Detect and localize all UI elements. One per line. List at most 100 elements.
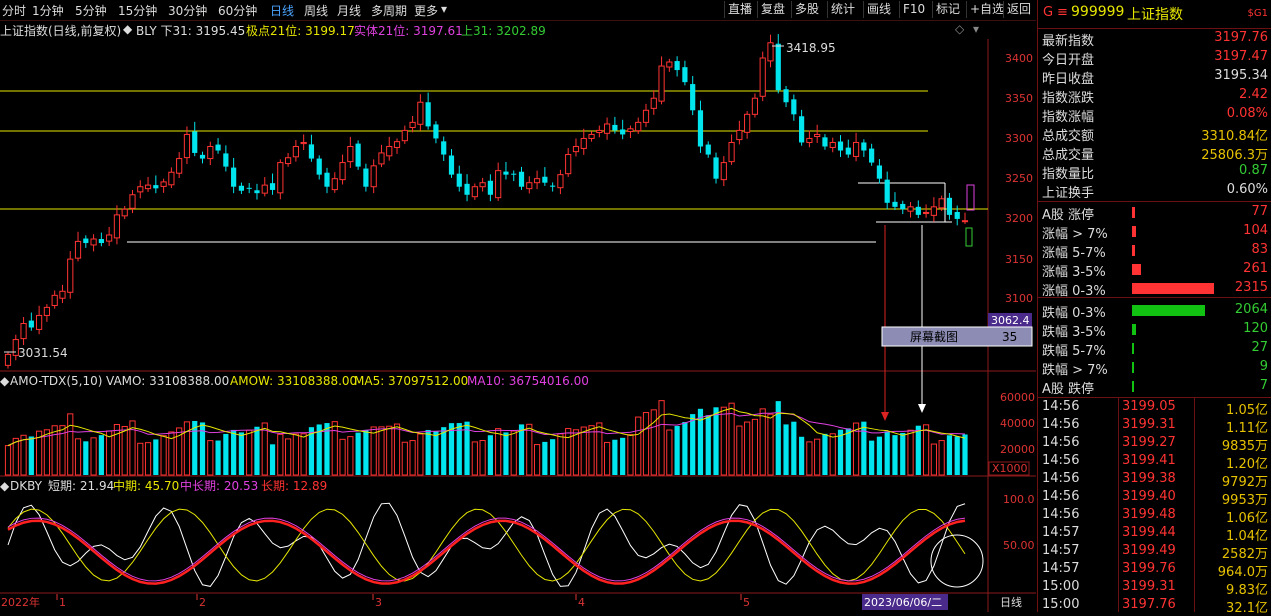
tab-multi-period[interactable]: 多周期 [371, 4, 408, 18]
date-label: 1 [59, 596, 66, 609]
draw-line-button[interactable]: 画线 [863, 1, 894, 18]
volume-bar [393, 423, 401, 476]
add-favorite-button[interactable]: +自选 [966, 1, 1007, 18]
quote-header: G ≡ 999999 上证指数 $G1 [1038, 0, 1271, 29]
more-dropdown-icon[interactable]: ▾ [441, 2, 448, 16]
distribution-row: A股 跌停 7 [1038, 377, 1271, 397]
candle-body [751, 97, 759, 115]
volume-bar [635, 416, 642, 476]
tick-row: 14:56 3199.38 9792万 [1038, 471, 1271, 490]
volume-bar [526, 423, 533, 476]
dkby-midlong: 中长期: 20.53 [180, 478, 258, 493]
candle-body [503, 171, 509, 175]
tab-more[interactable]: 更多 [414, 4, 439, 18]
live-button[interactable]: 直播 [724, 1, 755, 18]
tab-weekly[interactable]: 周线 [304, 4, 329, 18]
volume-bar [658, 400, 665, 476]
mid-long-term-line [7, 517, 966, 582]
volume-bar [183, 421, 191, 476]
volume-bar [176, 427, 183, 476]
quote-value: 0.87 [1239, 163, 1268, 178]
volume-bar [106, 430, 113, 476]
candle-body [922, 211, 930, 214]
dkby-mid: 中期: 45.70 [113, 478, 179, 493]
tick-price: 3199.48 [1122, 507, 1176, 522]
distribution-value: 77 [1251, 204, 1268, 219]
tick-row: 14:56 3199.05 1.05亿 [1038, 399, 1271, 418]
dkby-indicator-name: DKBY [10, 479, 43, 493]
replay-button[interactable]: 复盘 [757, 1, 788, 18]
candle-body [238, 185, 245, 191]
candle-body [90, 238, 97, 246]
date-label: 2022年 [1, 595, 40, 609]
chevron-down-icon[interactable]: ▾ [973, 22, 980, 36]
volume-bar [308, 427, 315, 475]
volume-bar [28, 436, 34, 475]
volume-bar [852, 422, 860, 476]
candle-body [183, 133, 191, 159]
tab-30min[interactable]: 30分钟 [168, 4, 208, 18]
candle-body [409, 121, 416, 129]
candle-body [620, 129, 626, 135]
candle-body [946, 197, 953, 215]
quote-value: 3195.34 [1214, 68, 1268, 83]
candlestick-series [4, 34, 975, 369]
mark-button[interactable]: 标记 [932, 1, 963, 18]
distribution-value: 104 [1243, 223, 1268, 238]
tab-15min[interactable]: 15分钟 [118, 4, 158, 18]
forecast-bar [965, 227, 973, 247]
date-axis: 2022年 1 2 3 4 5 [1, 595, 750, 609]
tab-1min[interactable]: 1分钟 [32, 4, 64, 18]
tab-5min[interactable]: 5分钟 [75, 4, 107, 18]
settings-marker-icon[interactable]: ◆ [123, 22, 133, 36]
volume-bar [728, 402, 735, 476]
body-21-value: 实体21位: 3197.61 [354, 24, 463, 38]
back-button[interactable]: 返回 [1003, 1, 1034, 18]
candle-body [363, 168, 369, 187]
chart-area[interactable]: 3400 3350 3300 3250 3200 3150 3100 3418.… [0, 0, 1036, 612]
stock-name: 上证指数 [1127, 7, 1183, 23]
tick-row: 14:57 3199.49 2582万 [1038, 543, 1271, 562]
amo-ma10: MA10: 36754016.00 [467, 374, 589, 388]
candle-body [829, 141, 836, 148]
volume-bar [938, 440, 945, 476]
tab-monthly[interactable]: 月线 [337, 4, 362, 18]
candle-body [479, 182, 486, 188]
quote-value: 2.42 [1239, 87, 1268, 102]
tick-row: 15:00 3199.31 9.83亿 [1038, 579, 1271, 598]
volume-bar [386, 425, 393, 476]
stats-button[interactable]: 统计 [827, 1, 858, 18]
tick-amount: 9953万 [1221, 493, 1268, 508]
tab-fenshi[interactable]: 分时 [2, 4, 27, 18]
candle-body [487, 180, 493, 195]
candle-body [565, 154, 572, 175]
candle-body [393, 141, 401, 148]
volume-bar [129, 420, 136, 476]
tick-amount: 964.0万 [1217, 565, 1268, 580]
volume-bar [20, 434, 27, 476]
candle-body [845, 147, 851, 155]
forecast-bar [966, 184, 975, 211]
candle-body [192, 131, 198, 153]
diamond-icon[interactable]: ◇ [955, 22, 965, 36]
volume-bar [674, 426, 680, 475]
volume-bar [869, 440, 875, 475]
distribution-value: 2064 [1234, 302, 1268, 317]
volume-bar [316, 424, 322, 475]
candle-body [728, 141, 735, 163]
multi-stock-button[interactable]: 多股 [791, 1, 822, 18]
f10-button[interactable]: F10 [899, 1, 928, 18]
quote-row: 指数量比 0.87 [1038, 162, 1271, 182]
candle-body [627, 128, 634, 133]
tab-daily[interactable]: 日线 [270, 4, 295, 18]
tick-time: 14:57 [1042, 525, 1080, 540]
dkby-y-axis: 100.0 50.00 [1003, 493, 1035, 552]
distribution-row: 跌幅 3-5% 120 [1038, 320, 1271, 340]
tab-60min[interactable]: 60分钟 [218, 4, 258, 18]
volume-bar [160, 435, 167, 476]
candle-body [113, 214, 121, 239]
candle-body [67, 258, 74, 293]
candle-body [43, 306, 51, 316]
quote-value: 3310.84亿 [1201, 129, 1268, 144]
quote-value: 0.60% [1226, 182, 1268, 197]
